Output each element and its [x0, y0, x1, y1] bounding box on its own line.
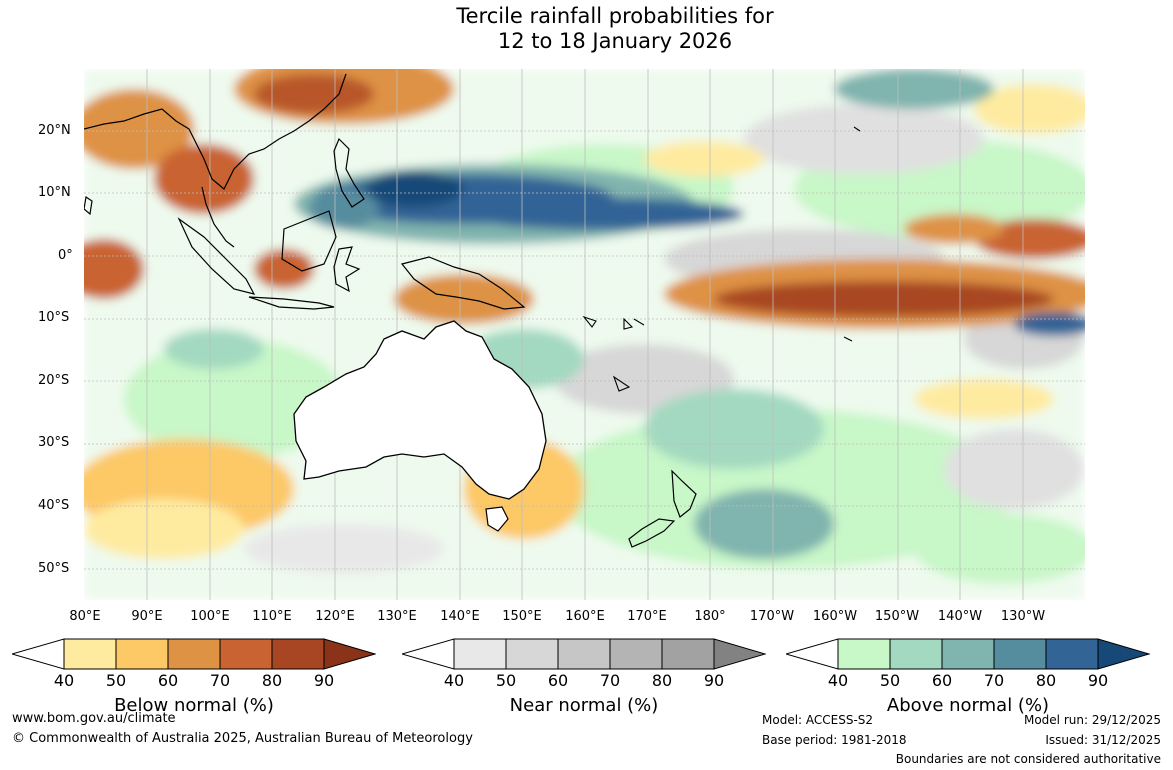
below-swatch-0	[12, 638, 65, 670]
lon-label-100e: 100°E	[190, 609, 230, 624]
above-tick-60: 60	[931, 671, 953, 690]
lat-label-equator: 0°	[58, 248, 73, 263]
borneo-coastline	[281, 210, 337, 272]
below-swatch-1	[63, 638, 117, 670]
colorbar-near-normal	[402, 638, 766, 670]
above-normal-title: Above normal (%)	[886, 695, 1050, 716]
near-tick-80: 80	[651, 671, 673, 690]
lon-label-150w: 150°W	[874, 609, 920, 624]
lon-label-140e: 140°E	[440, 609, 480, 624]
lon-label-140w: 140°W	[937, 609, 983, 624]
sulawesi-coastline	[333, 246, 361, 293]
below-swatch-6	[323, 638, 376, 670]
near-swatch-4	[609, 638, 663, 670]
lat-label-40s: 40°S	[38, 498, 70, 513]
new-zealand-south-coastline	[628, 518, 676, 548]
lon-label-110e: 110°E	[252, 609, 292, 624]
website-link[interactable]: www.bom.gov.au/climate	[12, 711, 176, 726]
near-swatch-1	[453, 638, 507, 670]
above-swatch-4	[993, 638, 1047, 670]
lon-label-90e: 90°E	[131, 609, 163, 624]
near-swatch-2	[505, 638, 559, 670]
java-coastline	[248, 296, 335, 310]
below-swatch-5	[271, 638, 325, 670]
sumatra-coastline	[177, 217, 256, 295]
probability-shading	[84, 69, 1085, 600]
below-swatch-3	[167, 638, 221, 670]
above-swatch-6	[1097, 638, 1150, 670]
lon-label-80e: 80°E	[69, 609, 101, 624]
rainfall-probability-map[interactable]	[84, 69, 1085, 600]
lat-label-50s: 50°S	[38, 561, 70, 576]
near-swatch-6	[713, 638, 766, 670]
below-tick-80: 80	[261, 671, 283, 690]
below-tick-70: 70	[209, 671, 231, 690]
colorbar-above-normal	[786, 638, 1150, 670]
base-period: Base period: 1981-2018	[762, 733, 907, 747]
lon-label-130e: 130°E	[377, 609, 417, 624]
sri-lanka-coastline	[84, 195, 93, 216]
malay-peninsula-coastline	[201, 186, 235, 248]
above-swatch-2	[889, 638, 943, 670]
above-tick-90: 90	[1087, 671, 1109, 690]
lat-label-30s: 30°S	[38, 435, 70, 450]
graticule	[84, 69, 1085, 600]
near-tick-70: 70	[599, 671, 621, 690]
below-normal-title: Below normal (%)	[114, 695, 274, 716]
near-swatch-3	[557, 638, 611, 670]
lon-label-130w: 130°W	[1000, 609, 1046, 624]
near-tick-90: 90	[703, 671, 725, 690]
new-zealand-north-coastline	[671, 469, 697, 518]
below-swatch-2	[115, 638, 169, 670]
lon-label-160e: 160°E	[565, 609, 605, 624]
lon-label-150e: 150°E	[502, 609, 542, 624]
above-swatch-3	[941, 638, 995, 670]
title-line-1: Tercile rainfall probabilities for	[456, 4, 774, 28]
near-tick-40: 40	[443, 671, 465, 690]
map-canvas	[84, 69, 1085, 600]
model-info: Model: ACCESS-S2	[762, 713, 874, 727]
above-swatch-1	[837, 638, 891, 670]
near-swatch-0	[402, 638, 455, 670]
lat-label-10s: 10°S	[38, 310, 70, 325]
above-tick-70: 70	[983, 671, 1005, 690]
below-swatch-4	[219, 638, 273, 670]
pacific-islands	[582, 126, 861, 392]
below-tick-90: 90	[313, 671, 335, 690]
tasmania-coastline	[485, 506, 509, 532]
above-tick-50: 50	[879, 671, 901, 690]
near-swatch-5	[661, 638, 715, 670]
lon-label-180: 180°	[694, 609, 726, 624]
lon-label-170e: 170°E	[627, 609, 667, 624]
boundaries-disclaimer: Boundaries are not considered authoritat…	[895, 752, 1161, 766]
philippines-coastline	[333, 137, 365, 208]
australia-coastline	[293, 320, 547, 500]
title-line-2: 12 to 18 January 2026	[497, 29, 733, 53]
near-tick-50: 50	[495, 671, 517, 690]
copyright-notice: © Commonwealth of Australia 2025, Austra…	[12, 731, 473, 746]
above-swatch-0	[786, 638, 839, 670]
lat-label-20s: 20°S	[38, 373, 70, 388]
lat-label-20n: 20°N	[38, 123, 71, 138]
lon-label-160w: 160°W	[812, 609, 858, 624]
below-tick-60: 60	[157, 671, 179, 690]
new-guinea-coastline	[400, 256, 526, 310]
lon-label-120e: 120°E	[315, 609, 355, 624]
above-swatch-5	[1045, 638, 1099, 670]
near-tick-60: 60	[547, 671, 569, 690]
colorbar-below-normal	[12, 638, 376, 670]
issued-date: Issued: 31/12/2025	[1045, 733, 1161, 747]
asia-coastline	[84, 73, 347, 190]
above-tick-80: 80	[1035, 671, 1057, 690]
above-tick-40: 40	[827, 671, 849, 690]
near-normal-title: Near normal (%)	[509, 695, 659, 716]
lat-label-10n: 10°N	[38, 185, 71, 200]
map-title: Tercile rainfall probabilities for 12 to…	[0, 4, 1173, 54]
below-tick-50: 50	[105, 671, 127, 690]
model-run: Model run: 29/12/2025	[1023, 713, 1161, 727]
lon-label-170w: 170°W	[749, 609, 795, 624]
below-tick-40: 40	[53, 671, 75, 690]
